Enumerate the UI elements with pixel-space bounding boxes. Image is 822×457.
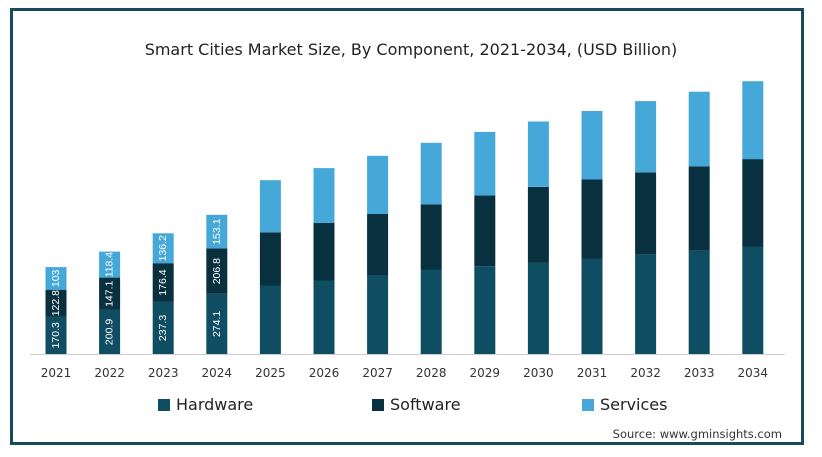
data-label-software-2021: 122.8 (50, 290, 62, 316)
data-label-software-2024: 206.8 (211, 258, 223, 284)
bar-services-2026 (313, 168, 335, 223)
bar-hardware-2029 (474, 266, 496, 354)
data-label-hardware-2024: 274.1 (211, 311, 223, 337)
x-tick-label-2023: 2023 (148, 366, 179, 380)
bar-software-2027 (367, 214, 389, 275)
bar-software-2025 (259, 232, 281, 286)
bar-hardware-2025 (259, 285, 281, 354)
x-tick-label-2034: 2034 (738, 366, 769, 380)
bar-hardware-2023 (152, 301, 174, 354)
x-tick-label-2027: 2027 (362, 366, 393, 380)
bar-services-2032 (635, 101, 657, 173)
bar-software-2034 (742, 159, 764, 247)
bar-software-2032 (635, 172, 657, 255)
data-label-hardware-2021: 170.3 (50, 322, 62, 348)
bar-services-2028 (420, 142, 442, 205)
x-tick-label-2032: 2032 (630, 366, 661, 380)
bar-software-2028 (420, 204, 442, 270)
bar-software-2024 (206, 248, 228, 294)
bar-services-2024 (206, 214, 228, 249)
bar-services-2021 (45, 267, 67, 290)
bar-hardware-2026 (313, 280, 335, 354)
chart-title: Smart Cities Market Size, By Component, … (144, 40, 678, 59)
bar-services-2022 (99, 251, 121, 278)
chart-legend: Hardware Software Services (0, 395, 822, 419)
legend-label-software: Software (390, 395, 461, 414)
x-tick-label-2033: 2033 (684, 366, 715, 380)
x-tick-label-2031: 2031 (577, 366, 608, 380)
bar-hardware-2033 (688, 250, 710, 354)
bar-services-2025 (259, 180, 281, 233)
bar-hardware-2024 (206, 293, 228, 354)
x-tick-label-2026: 2026 (309, 366, 340, 380)
legend-item-services: Services (582, 395, 667, 414)
bar-software-2023 (152, 263, 174, 302)
bar-software-2026 (313, 223, 335, 281)
legend-label-hardware: Hardware (176, 395, 254, 414)
source-note: Source: www.gminsights.com (612, 427, 782, 441)
bar-software-2031 (581, 179, 603, 259)
bar-hardware-2034 (742, 246, 764, 354)
legend-swatch-software (372, 398, 384, 411)
legend-item-hardware: Hardware (158, 395, 253, 414)
x-tick-label-2025: 2025 (255, 366, 286, 380)
bar-hardware-2021 (45, 316, 67, 354)
bar-hardware-2032 (635, 254, 657, 354)
x-tick-label-2021: 2021 (41, 366, 72, 380)
data-label-services-2024: 153.1 (211, 218, 223, 244)
legend-item-software: Software (372, 395, 461, 414)
x-tick-label-2024: 2024 (202, 366, 233, 380)
bar-hardware-2031 (581, 258, 603, 354)
bar-services-2027 (367, 155, 389, 214)
legend-label-services: Services (600, 395, 668, 414)
data-label-services-2022: 118.4 (104, 252, 116, 278)
bar-software-2029 (474, 195, 496, 267)
data-label-hardware-2022: 200.9 (104, 319, 116, 345)
data-label-services-2023: 136.2 (157, 235, 169, 261)
bar-services-2029 (474, 131, 496, 196)
x-tick-label-2029: 2029 (470, 366, 501, 380)
data-label-hardware-2023: 237.3 (157, 315, 169, 341)
bar-software-2021 (45, 289, 67, 317)
bar-hardware-2030 (527, 262, 549, 354)
bar-services-2023 (152, 233, 174, 264)
bar-services-2033 (688, 91, 710, 167)
x-tick-label-2022: 2022 (94, 366, 125, 380)
bar-services-2030 (527, 121, 549, 187)
legend-swatch-hardware (158, 398, 170, 411)
data-label-software-2022: 147.1 (104, 280, 116, 306)
bar-services-2031 (581, 111, 603, 180)
bar-hardware-2027 (367, 275, 389, 354)
bar-hardware-2022 (99, 309, 121, 354)
bar-hardware-2028 (420, 269, 442, 354)
x-tick-label-2028: 2028 (416, 366, 447, 380)
chart-frame (10, 8, 804, 445)
bar-services-2034 (742, 81, 764, 160)
bar-software-2022 (99, 277, 121, 310)
data-label-software-2023: 176.4 (157, 269, 169, 295)
bar-software-2030 (527, 187, 549, 263)
bar-software-2033 (688, 166, 710, 251)
data-label-services-2021: 103 (50, 269, 62, 287)
legend-swatch-services (582, 398, 594, 411)
x-tick-label-2030: 2030 (523, 366, 554, 380)
